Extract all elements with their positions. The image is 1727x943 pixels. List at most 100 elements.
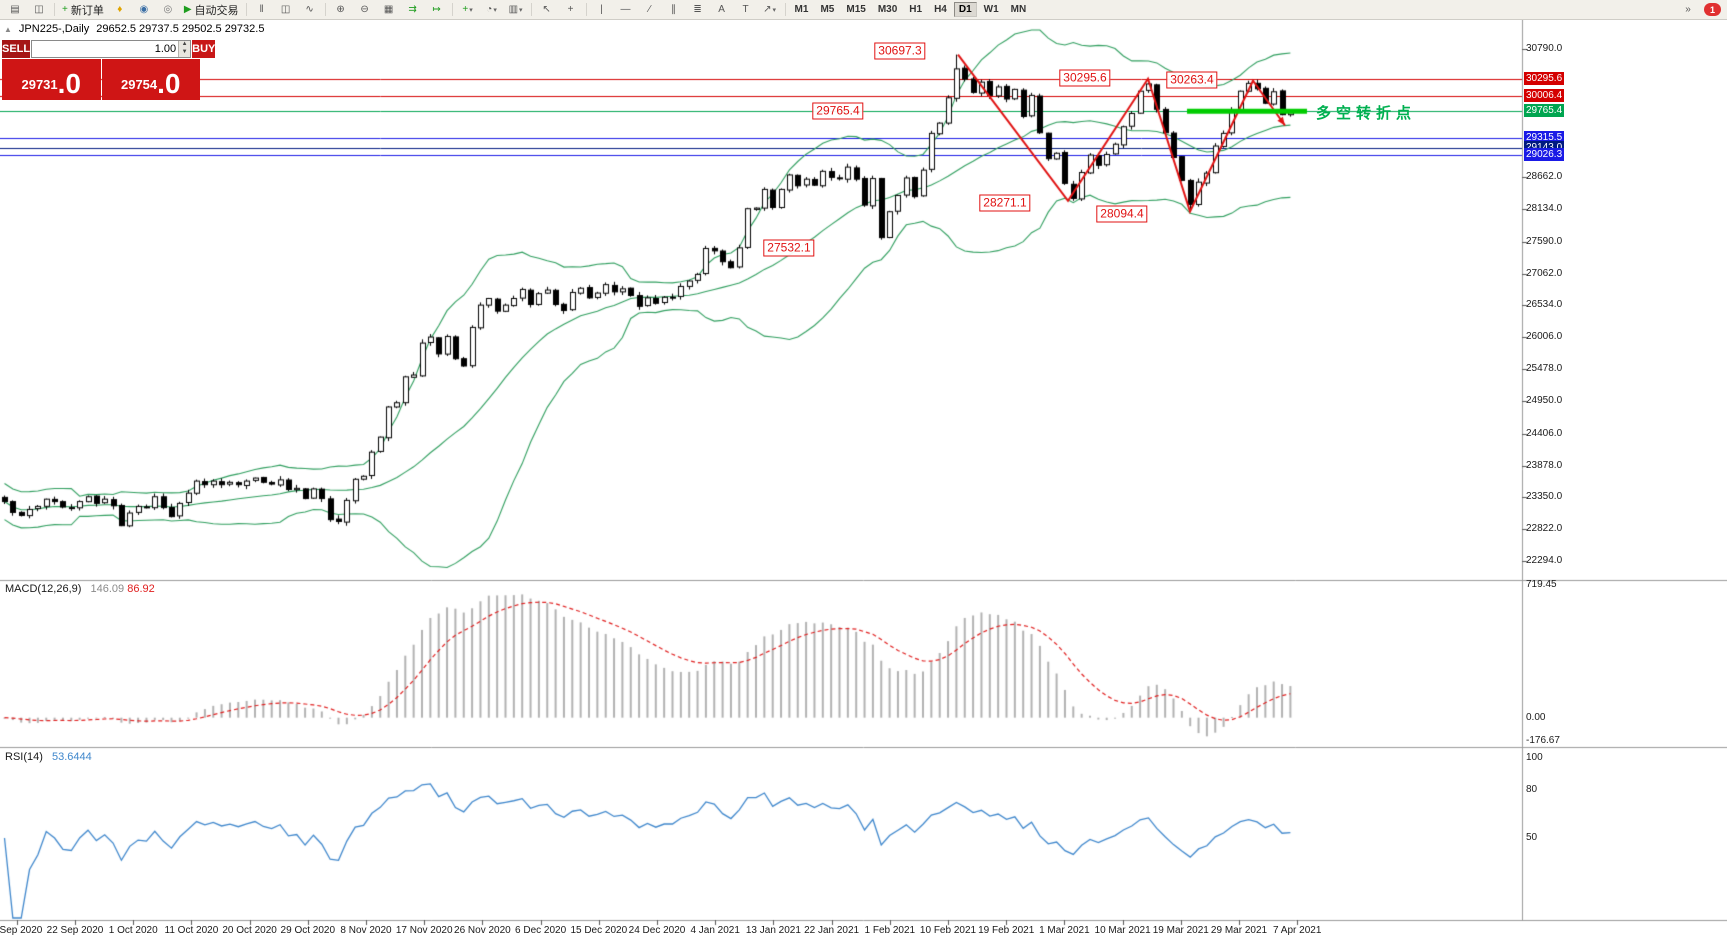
timeframe-w1[interactable]: W1 (983, 4, 999, 15)
indicators-icon: + (462, 4, 469, 15)
timeframe-m30[interactable]: M30 (877, 4, 898, 15)
one-click-trading-panel: SELL ▲ ▼ BUY 29731.0 29754.0 (2, 40, 216, 100)
rsi-value: 53.6444 (51, 751, 92, 763)
one-click-toggle-icon[interactable]: ▲ (4, 24, 12, 34)
price-chart-canvas[interactable] (0, 19, 1727, 943)
toolbar: ▤ ◫ + 新订单 ♦ ◉ ◎ ▶ 自动交易 ‖ ◫ ∿ ⊕ ⊖ ▦ ⇉ ↦ + ▾ ◔ ▾ ▥ ▾ ↖ + | — ∕ ∥ ≣ A T ↗ ▾ M… (0, 0, 1727, 20)
toolbar-overflow-icon[interactable]: » (1685, 4, 1691, 15)
timeframe-h1[interactable]: H1 (909, 4, 923, 15)
ohlc-values: 29652.5 29737.5 29502.5 29732.5 (96, 23, 265, 35)
zoom-out-icon: ⊖ (360, 4, 369, 15)
horizontal-line-icon[interactable]: — (615, 1, 637, 19)
toolbar-separator (784, 3, 786, 16)
chevron-down-icon: ▾ (772, 6, 776, 14)
candlestick-chart-icon[interactable]: ◫ (275, 1, 297, 19)
channel-icon: ∥ (671, 4, 677, 15)
price-annotation[interactable]: 30295.6 (1059, 69, 1111, 87)
fibonacci-icon[interactable]: ≣ (687, 1, 709, 19)
price-annotation[interactable]: 29765.4 (812, 102, 864, 120)
macd-signal-value: 86.92 (127, 583, 155, 595)
chevron-down-icon: ▾ (519, 6, 523, 14)
toolbar-right: » 1 (1676, 1, 1724, 19)
expert-advisors-icon: ◉ (139, 4, 149, 15)
chart-window: ▲ JPN225-,Daily 29652.5 29737.5 29502.5 … (0, 19, 1727, 943)
expert-advisors-icon[interactable]: ◉ (133, 1, 155, 19)
autotrading-button: ▶ (183, 4, 192, 15)
rsi-indicator-label: RSI(14) 53.6444 (5, 751, 92, 763)
zoom-out-icon[interactable]: ⊖ (354, 1, 376, 19)
sell-price-big: .0 (57, 68, 81, 99)
chart-window-icon: ▤ (10, 4, 20, 15)
alerts-icon[interactable]: ♦ (109, 1, 131, 19)
market-depth-icon: ◎ (163, 4, 173, 15)
price-annotation[interactable]: 27532.1 (763, 239, 815, 257)
timeframe-m1[interactable]: M1 (794, 4, 809, 15)
timeframe-h4[interactable]: H4 (934, 4, 947, 15)
periods-icon: ◔ (486, 4, 493, 15)
timeframe-d1[interactable]: D1 (953, 2, 977, 17)
price-annotation[interactable]: 30697.3 (874, 42, 926, 60)
cursor-icon: ↖ (542, 4, 551, 15)
tile-windows-icon[interactable]: ▦ (378, 1, 400, 19)
volume-down-icon[interactable]: ▼ (178, 49, 191, 57)
chart-shift-icon[interactable]: ↦ (426, 1, 448, 19)
price-annotation[interactable]: 28271.1 (979, 194, 1031, 212)
sell-price-main: 29731 (21, 77, 58, 92)
volume-stepper: ▲ ▼ (178, 41, 191, 57)
chart-search-icon: ◫ (34, 4, 44, 15)
alerts-icon: ♦ (117, 4, 123, 15)
text-icon[interactable]: A (711, 1, 733, 19)
label-icon[interactable]: T (735, 1, 757, 19)
sell-price[interactable]: 29731.0 (2, 59, 101, 100)
buy-price[interactable]: 29754.0 (101, 59, 200, 100)
timeframe-m5[interactable]: M5 (820, 4, 835, 15)
price-annotation[interactable]: 30263.4 (1166, 71, 1218, 89)
auto-scroll-icon[interactable]: ⇉ (402, 1, 424, 19)
buy-price-big: .0 (157, 68, 181, 99)
chart-shift-icon: ↦ (432, 4, 441, 15)
sell-button[interactable]: SELL (2, 40, 31, 58)
periods-icon[interactable]: ◔ ▾ (481, 1, 503, 19)
chart-window-icon[interactable]: ▤ (4, 1, 26, 19)
timeframe-m15[interactable]: M15 (846, 4, 866, 15)
symbol-ohlc-line: ▲ JPN225-,Daily 29652.5 29737.5 29502.5 … (4, 23, 264, 35)
label-icon: T (742, 4, 749, 15)
macd-name: MACD(12,26,9) (5, 583, 82, 595)
symbol-label: JPN225-,Daily (18, 23, 90, 35)
bar-chart-icon[interactable]: ‖ (251, 1, 273, 19)
trendline-icon[interactable]: ∕ (639, 1, 661, 19)
auto-scroll-icon: ⇉ (408, 4, 417, 15)
notification-badge[interactable]: 1 (1704, 3, 1721, 16)
timeframe-mn[interactable]: MN (1010, 4, 1027, 15)
crosshair-icon[interactable]: + (560, 1, 582, 19)
toolbar-buttons: ▤ ◫ + 新订单 ♦ ◉ ◎ ▶ 自动交易 ‖ ◫ ∿ ⊕ ⊖ ▦ ⇉ ↦ + ▾ ◔ ▾ ▥ ▾ ↖ + | — ∕ ∥ ≣ A T ↗ ▾ M… (3, 1, 1032, 19)
new-order-button-label: 新订单 (70, 4, 104, 17)
channel-icon[interactable]: ∥ (663, 1, 685, 19)
candlestick-chart-icon: ◫ (280, 4, 291, 15)
chart-search-icon[interactable]: ◫ (28, 1, 50, 19)
market-depth-icon[interactable]: ◎ (157, 1, 179, 19)
new-order-button[interactable]: + 新订单 (59, 1, 107, 19)
price-annotation[interactable]: 28094.4 (1096, 205, 1148, 223)
templates-icon[interactable]: ▥ ▾ (505, 1, 527, 19)
indicators-icon[interactable]: + ▾ (457, 1, 479, 19)
crosshair-icon: + (567, 4, 574, 15)
toolbar-separator (324, 3, 326, 16)
shapes-icon: ↗ (763, 4, 772, 15)
zoom-in-icon[interactable]: ⊕ (330, 1, 352, 19)
line-chart-icon[interactable]: ∿ (299, 1, 321, 19)
new-order-button: + (62, 4, 68, 15)
zoom-in-icon: ⊕ (336, 4, 345, 15)
buy-button[interactable]: BUY (192, 40, 216, 58)
volume-input[interactable] (32, 41, 179, 57)
cursor-icon[interactable]: ↖ (536, 1, 558, 19)
line-chart-icon: ∿ (305, 4, 314, 15)
shapes-icon[interactable]: ↗ ▾ (759, 1, 781, 19)
vertical-line-icon[interactable]: | (591, 1, 613, 19)
volume-up-icon[interactable]: ▲ (178, 41, 191, 49)
turning-point-label[interactable]: 多空转折点 (1316, 105, 1417, 122)
toolbar-separator (451, 3, 453, 16)
trendline-icon: ∕ (648, 4, 651, 15)
autotrading-button[interactable]: ▶ 自动交易 (181, 1, 242, 19)
macd-main-value: 146.09 (90, 583, 125, 595)
